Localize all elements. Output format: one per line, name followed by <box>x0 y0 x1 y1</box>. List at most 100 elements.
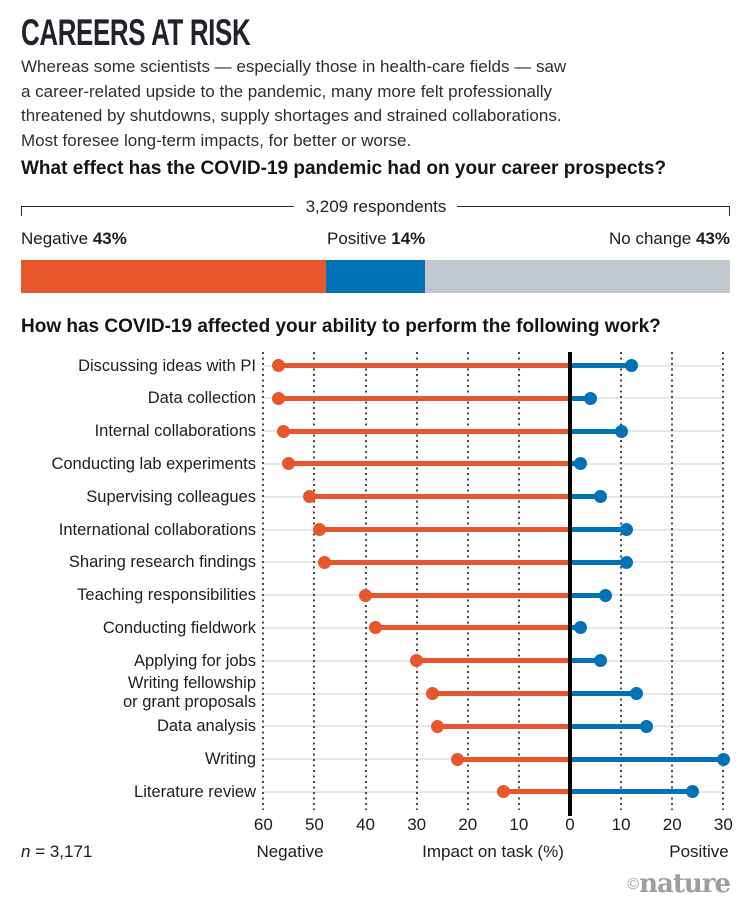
category-label: Teaching responsibilities <box>0 585 256 605</box>
intro-line: Most foresee long-term impacts, for bett… <box>21 130 412 150</box>
negative-line <box>278 363 570 368</box>
category-label: Supervising colleagues <box>0 487 256 507</box>
category-label-line: Conducting fieldwork <box>102 618 256 637</box>
x-tick-label: 30 <box>713 815 733 834</box>
negative-line <box>288 461 570 467</box>
category-label-line: Teaching responsibilities <box>77 586 256 605</box>
negative-line <box>278 395 570 401</box>
page-title: CAREERS AT RISK <box>21 12 251 53</box>
bar-segment-negative <box>21 260 326 293</box>
negative-dot <box>425 687 439 700</box>
respondents-bracket-left <box>21 206 294 216</box>
negative-dot <box>282 457 296 471</box>
row-gridline <box>263 528 723 531</box>
negative-line <box>283 428 570 434</box>
positive-line <box>570 559 627 565</box>
positive-dot <box>614 424 628 438</box>
negative-line <box>324 559 570 565</box>
intro-line: threatened by shutdowns, supply shortage… <box>21 106 562 125</box>
category-label: Data collection <box>0 388 256 408</box>
positive-line <box>570 527 627 532</box>
question1-heading: What effect has the COVID-19 pandemic ha… <box>21 158 667 179</box>
nature-logo-text: nature <box>639 869 731 899</box>
row-gridline <box>263 364 723 367</box>
positive-dot <box>640 719 654 733</box>
nature-logo: ©nature <box>627 869 731 899</box>
question2-heading: How has COVID-19 affected your ability t… <box>21 316 661 337</box>
category-label-line: or grant proposals <box>123 693 256 711</box>
category-label-line: Internal collaborations <box>94 422 256 441</box>
x-tick-label: 20 <box>458 815 478 834</box>
negative-line <box>375 625 570 631</box>
sample-size-value: = 3,171 <box>30 842 93 861</box>
gridline <box>517 352 520 810</box>
bar-label-negative-value: 43% <box>92 229 127 248</box>
sample-size-n: n <box>21 842 31 861</box>
positive-dot <box>619 555 633 569</box>
category-label-line: Sharing research findings <box>68 553 256 572</box>
positive-line <box>570 691 637 696</box>
axis-negative-label: Negative <box>256 842 324 861</box>
category-label: International collaborations <box>0 520 256 540</box>
row-gridline <box>263 495 723 498</box>
bar-label-negative: Negative 43% <box>21 229 127 249</box>
stacked-bar <box>21 260 730 293</box>
negative-line <box>319 527 570 532</box>
negative-line <box>309 494 570 500</box>
bar-label-positive: Positive 14% <box>327 229 425 249</box>
category-label-line: Applying for jobs <box>134 651 256 670</box>
positive-dot <box>686 785 700 799</box>
negative-dot <box>272 359 286 372</box>
positive-line <box>570 723 647 729</box>
positive-dot <box>594 490 608 504</box>
row-gridline <box>263 758 723 761</box>
gridline <box>620 352 623 810</box>
category-label-line: Discussing ideas with PI <box>78 356 256 375</box>
bar-label-nochange: No change 43% <box>530 229 730 249</box>
bar-label-negative-text: Negative <box>21 229 89 248</box>
zero-axis-line <box>568 352 572 816</box>
positive-line <box>570 789 693 795</box>
category-label: Literature review <box>0 782 256 802</box>
gridline <box>671 352 674 810</box>
x-tick-label: 0 <box>565 815 575 834</box>
category-label: Applying for jobs <box>0 651 256 671</box>
negative-line <box>437 723 570 729</box>
row-gridline <box>263 561 723 564</box>
category-label-line: Data collection <box>147 389 256 408</box>
row-gridline <box>263 626 723 629</box>
positive-dot <box>573 621 587 635</box>
category-label-line: International collaborations <box>58 520 256 539</box>
gridline <box>313 352 316 810</box>
category-label: Internal collaborations <box>0 421 256 441</box>
row-gridline <box>263 430 723 433</box>
row-gridline <box>263 790 723 793</box>
category-label: Conducting fieldwork <box>0 618 256 638</box>
gridline <box>262 352 265 810</box>
x-tick-label: 60 <box>253 815 273 834</box>
axis-positive-label: Positive <box>669 842 729 861</box>
negative-dot <box>410 654 424 668</box>
gridline <box>415 352 418 810</box>
positive-dot <box>624 359 638 372</box>
category-label-line: Data analysis <box>156 717 256 736</box>
row-gridline <box>263 659 723 662</box>
category-label-line: Writing <box>204 750 256 769</box>
negative-line <box>503 789 570 795</box>
negative-dot <box>369 621 383 635</box>
category-label-line: Supervising colleagues <box>86 487 256 506</box>
positive-line <box>570 363 632 368</box>
positive-dot <box>583 391 597 405</box>
negative-dot <box>302 490 316 504</box>
category-label: Conducting lab experiments <box>0 454 256 474</box>
bar-segment-positive <box>325 260 426 293</box>
intro-line: a career-related upside to the pandemic,… <box>21 81 553 101</box>
negative-line <box>457 756 570 762</box>
category-label: Sharing research findings <box>0 552 256 572</box>
sample-size-label: n = 3,171 <box>21 842 92 862</box>
positive-dot <box>573 457 587 471</box>
positive-line <box>570 494 601 500</box>
negative-dot <box>359 588 373 602</box>
negative-dot <box>451 752 465 766</box>
